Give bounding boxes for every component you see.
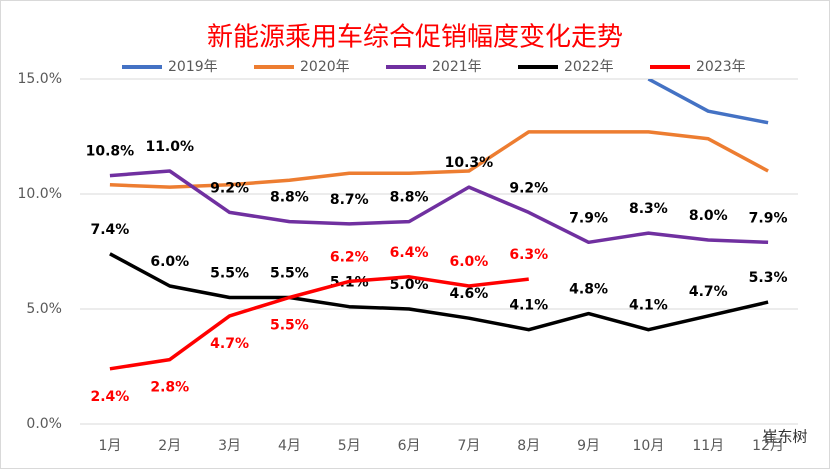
x-tick-label: 12月 [752,438,784,454]
data-label: 5.3% [749,270,788,286]
y-tick-label: 10.0% [18,186,62,202]
data-label: 8.7% [330,192,369,208]
series-line [109,169,769,245]
data-label: 8.8% [270,190,309,206]
data-label: 9.2% [210,180,249,196]
chart-title: 新能源乘用车综合促销幅度变化走势 [207,23,623,53]
x-tick-label: 11月 [692,438,724,454]
x-tick-label: 3月 [218,438,241,454]
legend-label: 2021年 [432,59,482,75]
data-label: 9.2% [509,180,548,196]
data-label: 5.5% [270,266,309,282]
data-label: 6.0% [150,254,189,270]
data-label: 5.5% [270,318,309,334]
x-tick-label: 10月 [633,438,665,454]
data-label: 6.2% [330,249,369,265]
data-label: 4.1% [629,298,668,314]
series-line [647,79,769,125]
legend-label: 2022年 [564,59,614,75]
y-tick-label: 5.0% [26,301,62,317]
series-line [109,252,769,332]
data-label: 7.9% [569,210,608,226]
legend-label: 2019年 [168,59,218,75]
x-tick-label: 5月 [338,438,361,454]
legend-label: 2020年 [300,59,350,75]
data-label: 4.7% [210,336,249,352]
data-label: 6.0% [450,254,489,270]
legend-label: 2023年 [696,59,746,75]
x-tick-label: 7月 [457,438,480,454]
x-tick-label: 4月 [278,438,301,454]
data-label: 4.1% [509,298,548,314]
x-tick-label: 9月 [577,438,600,454]
x-tick-label: 2月 [158,438,181,454]
data-label: 4.6% [450,286,489,302]
data-label: 8.8% [390,190,429,206]
data-label: 2.8% [150,380,189,396]
watermark: 崔东树 [762,428,807,446]
data-label: 4.8% [569,282,608,298]
x-tick-label: 6月 [398,438,421,454]
data-label: 6.3% [509,247,548,263]
data-label: 7.4% [91,222,130,238]
data-label: 5.0% [390,277,429,293]
x-tick-label: 1月 [98,438,121,454]
series-line [109,275,529,371]
data-label: 8.0% [689,208,728,224]
data-label: 11.0% [145,139,194,155]
data-label: 4.7% [689,284,728,300]
series-line [109,130,769,189]
data-label: 10.3% [445,155,494,171]
data-label: 10.8% [86,144,135,160]
x-tick-label: 8月 [517,438,540,454]
y-tick-label: 15.0% [18,71,62,87]
data-label: 7.9% [749,210,788,226]
data-label: 2.4% [91,389,130,405]
data-label: 5.5% [210,266,249,282]
data-label: 6.4% [390,245,429,261]
y-tick-label: 0.0% [26,416,62,432]
data-label: 8.3% [629,201,668,217]
